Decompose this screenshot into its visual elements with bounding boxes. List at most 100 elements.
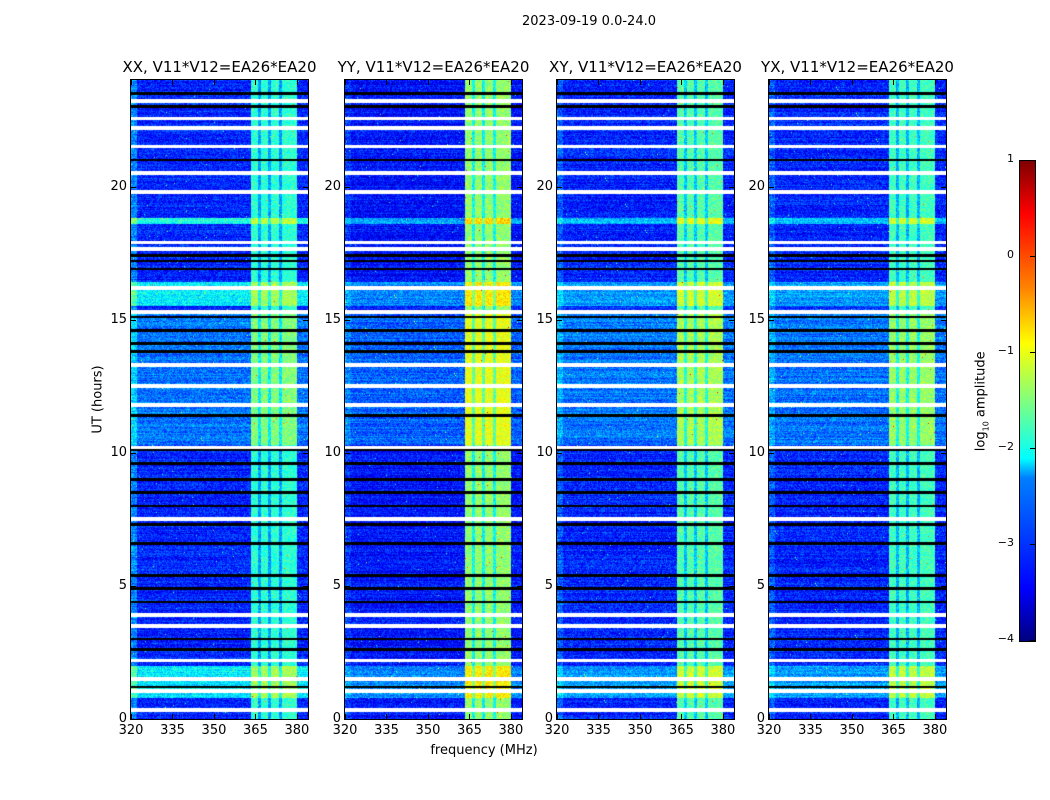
x-tick-label: 380 xyxy=(498,723,524,738)
x-tick-mark xyxy=(131,80,132,85)
y-tick-mark xyxy=(517,719,522,720)
x-tick-mark xyxy=(255,80,257,85)
heatmap-panel xyxy=(130,79,309,720)
x-tick-label: 365 xyxy=(669,723,694,738)
x-tick-mark xyxy=(722,714,724,719)
colorbar-tick-label: −2 xyxy=(997,440,1014,453)
y-tick-mark xyxy=(131,319,136,321)
x-tick-mark xyxy=(345,80,346,85)
x-tick-mark xyxy=(681,80,683,85)
x-tick-mark xyxy=(296,80,298,85)
x-tick-mark xyxy=(255,714,257,719)
y-tick-label: 20 xyxy=(324,178,341,194)
y-axis-label: UT (hours) xyxy=(90,365,106,434)
colorbar-label: log10 amplitude xyxy=(973,351,991,452)
y-tick-label: 10 xyxy=(324,444,341,460)
y-tick-mark xyxy=(131,452,136,454)
x-tick-label: 350 xyxy=(415,723,441,738)
y-tick-label: 10 xyxy=(536,444,553,460)
x-tick-label: 350 xyxy=(627,723,653,738)
y-tick-label: 10 xyxy=(748,444,765,460)
y-tick-mark xyxy=(131,186,136,188)
x-tick-mark xyxy=(510,714,512,719)
x-tick-mark xyxy=(934,714,936,719)
x-tick-label: 365 xyxy=(243,723,268,738)
y-tick-label: 20 xyxy=(748,178,765,194)
y-tick-mark xyxy=(345,319,350,321)
x-tick-label: 350 xyxy=(201,723,227,738)
y-tick-label: 15 xyxy=(110,311,127,327)
heatmap-panel xyxy=(556,79,735,720)
y-tick-mark xyxy=(131,585,136,587)
y-tick-mark xyxy=(345,585,350,587)
x-tick-label: 365 xyxy=(881,723,906,738)
y-tick-label: 0 xyxy=(332,711,341,726)
y-tick-mark xyxy=(303,719,308,720)
y-tick-mark xyxy=(729,719,734,720)
x-tick-mark xyxy=(213,714,215,719)
y-tick-label: 5 xyxy=(756,577,765,593)
colorbar-tick-mark xyxy=(1030,448,1035,449)
x-tick-mark xyxy=(172,80,174,85)
x-tick-label: 380 xyxy=(710,723,736,738)
y-tick-mark xyxy=(941,585,946,587)
x-tick-mark xyxy=(386,714,388,719)
panel-title: XX, V11*V12=EA26*EA20 xyxy=(122,58,317,76)
x-tick-label: 320 xyxy=(544,723,570,738)
x-tick-label: 380 xyxy=(922,723,948,738)
x-tick-mark xyxy=(639,714,641,719)
x-tick-mark xyxy=(213,80,215,85)
y-tick-label: 15 xyxy=(536,311,553,327)
y-tick-mark xyxy=(557,186,562,188)
y-tick-mark xyxy=(303,186,308,188)
x-tick-mark xyxy=(131,714,132,719)
y-tick-mark xyxy=(941,719,946,720)
y-tick-mark xyxy=(345,719,350,720)
y-tick-mark xyxy=(517,585,522,587)
colorbar-tick-label: 1 xyxy=(1007,152,1014,165)
y-tick-mark xyxy=(303,452,308,454)
y-tick-label: 0 xyxy=(544,711,553,726)
colorbar-tick-label: −3 xyxy=(997,536,1014,549)
y-tick-label: 0 xyxy=(756,711,765,726)
y-tick-label: 20 xyxy=(110,178,127,194)
x-tick-label: 335 xyxy=(160,723,185,738)
heatmap-image xyxy=(131,80,308,719)
y-tick-mark xyxy=(769,719,774,720)
panel-title: XY, V11*V12=EA26*EA20 xyxy=(549,58,742,76)
y-tick-mark xyxy=(517,319,522,321)
y-tick-label: 5 xyxy=(332,577,341,593)
x-tick-mark xyxy=(386,80,388,85)
heatmap-panel xyxy=(768,79,947,720)
x-tick-label: 335 xyxy=(798,723,823,738)
colorbar xyxy=(1019,160,1036,642)
y-tick-label: 5 xyxy=(544,577,553,593)
x-tick-mark xyxy=(557,80,558,85)
x-tick-label: 335 xyxy=(374,723,399,738)
y-tick-mark xyxy=(303,319,308,321)
heatmap-image xyxy=(557,80,734,719)
y-tick-mark xyxy=(941,186,946,188)
heatmap-image xyxy=(769,80,946,719)
y-tick-mark xyxy=(557,719,562,720)
y-tick-mark xyxy=(517,186,522,188)
colorbar-tick-mark xyxy=(1030,544,1035,545)
x-tick-label: 350 xyxy=(839,723,865,738)
y-tick-mark xyxy=(557,585,562,587)
x-tick-mark xyxy=(172,714,174,719)
panel-title: YX, V11*V12=EA26*EA20 xyxy=(761,58,954,76)
x-tick-label: 320 xyxy=(118,723,144,738)
y-tick-mark xyxy=(769,319,774,321)
x-tick-mark xyxy=(851,714,853,719)
x-tick-mark xyxy=(345,714,346,719)
x-tick-mark xyxy=(427,80,429,85)
x-tick-mark xyxy=(893,714,895,719)
x-tick-mark xyxy=(469,714,471,719)
x-tick-mark xyxy=(851,80,853,85)
y-tick-mark xyxy=(345,186,350,188)
figure-title: 2023-09-19 0.0-24.0 xyxy=(522,14,656,29)
x-tick-mark xyxy=(639,80,641,85)
y-tick-label: 0 xyxy=(118,711,127,726)
x-axis-label: frequency (MHz) xyxy=(430,743,538,758)
x-tick-mark xyxy=(934,80,936,85)
